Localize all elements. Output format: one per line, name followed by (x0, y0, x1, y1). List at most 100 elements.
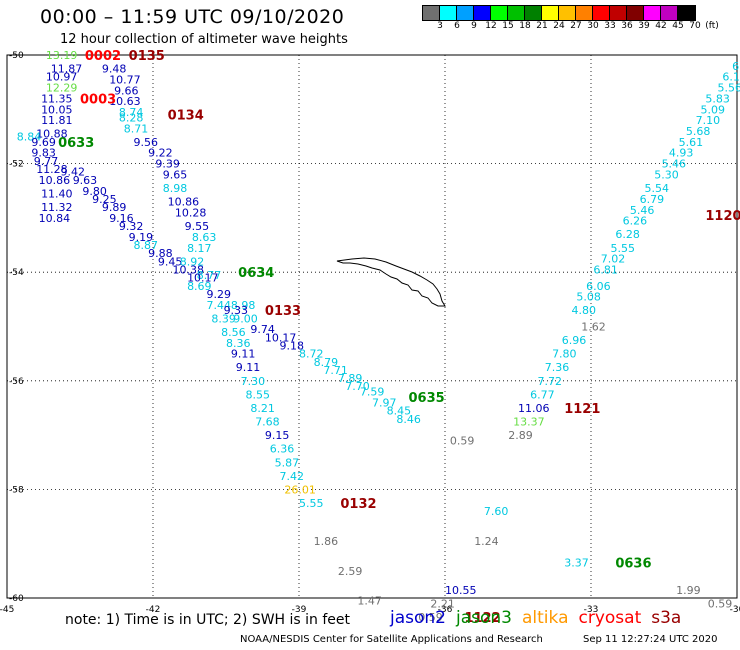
wave-height-value: 10.38 (172, 263, 204, 276)
wave-height-value: 1.62 (581, 321, 606, 334)
pass-time-label: 1122 (464, 611, 500, 626)
wave-height-value: 9.89 (102, 201, 127, 214)
wave-height-value: 4.80 (572, 304, 597, 317)
wave-height-value: 11.32 (41, 201, 73, 214)
lat-lon-grid (6, 54, 738, 599)
color-scale-bar (422, 5, 696, 21)
legend-item-altika: altika (522, 608, 569, 628)
wave-height-value: 11.06 (518, 402, 550, 415)
pass-time-label: 0134 (168, 109, 204, 124)
color-scale-cell (559, 6, 576, 20)
wave-height-value: 5.46 (662, 158, 687, 171)
wave-height-value: 5.09 (701, 103, 726, 116)
wave-height-value: 6.28 (615, 228, 640, 241)
wave-height-value: 7.89 (338, 372, 363, 385)
wave-height-value: 9.66 (114, 84, 139, 97)
wave-height-value: 9.32 (119, 220, 144, 233)
pass-time-label: 0002 (85, 49, 121, 64)
lon-tick-label: -39 (292, 605, 307, 615)
wave-height-value: 10.28 (175, 206, 207, 219)
wave-height-value: 10.05 (41, 103, 73, 116)
color-scale-cell (491, 6, 508, 20)
color-scale-cell (661, 6, 678, 20)
pass-time-label: 0634 (238, 266, 274, 281)
lon-tick-label: -42 (146, 605, 161, 615)
wave-height-value: 5.30 (654, 168, 679, 181)
color-scale-cell (508, 6, 525, 20)
wave-height-value: 7.02 (601, 253, 626, 266)
color-scale-label: 15 (502, 21, 514, 31)
credit-text: NOAA/NESDIS Center for Satellite Applica… (240, 634, 543, 645)
wave-height-value: 8.71 (124, 122, 149, 135)
wave-height-value: 10.86 (39, 174, 70, 187)
wave-height-value: 7.36 (545, 361, 570, 374)
color-scale-label: 3 (437, 21, 443, 31)
wave-height-value: 13.19 (46, 49, 78, 62)
pass-time-labels: 0002 0135 0003 0134 0633 0634 0133 0635 0132 1120… (58, 49, 740, 626)
wave-height-value: 8.77 (197, 269, 222, 282)
pass-time-label: 1121 (564, 402, 600, 417)
wave-height-value: 6.1 (722, 71, 740, 84)
wave-height-value: 7.68 (255, 416, 280, 429)
wave-height-value: 9.56 (134, 136, 159, 149)
wave-height-value: 5.55 (299, 497, 324, 510)
wave-height-value: 8.28 (119, 111, 144, 124)
wave-height-value: 2.59 (338, 565, 363, 578)
wave-height-value: 9.22 (148, 147, 173, 160)
pass-time-label: 0132 (340, 497, 376, 512)
wave-height-value: 9.69 (31, 136, 56, 149)
color-scale-label: 33 (604, 21, 616, 31)
wave-height-value: 7.42 (280, 470, 305, 483)
pass-time-label: 0635 (409, 391, 445, 406)
lon-tick-label: -45 (0, 605, 14, 615)
wave-height-value: 5.83 (705, 92, 730, 105)
wave-height-value: 9.33 (224, 304, 249, 317)
wave-height-value: 6.96 (562, 334, 587, 347)
wave-height-value: 9.74 (250, 323, 274, 336)
wave-height-value: 7.70 (345, 380, 370, 393)
wave-height-value: 3.37 (564, 557, 589, 570)
wave-height-value: 10.17 (187, 272, 219, 285)
wave-height-value: 7.97 (372, 397, 397, 410)
wave-height-value: 6.81 (593, 263, 618, 276)
color-scale-label: 24 (553, 21, 565, 31)
south-georgia-island (336, 257, 446, 307)
wave-height-value: 10.63 (109, 95, 141, 108)
wave-height-value: 7.44 (207, 299, 232, 312)
wave-height-value: 5.87 (275, 456, 300, 469)
lat-tick-label: -58 (9, 485, 24, 495)
wave-height-value: 9.25 (92, 193, 117, 206)
wave-height-value: 5.68 (686, 125, 711, 138)
wave-height-value: 10.77 (109, 73, 141, 86)
wave-height-value: 7.71 (323, 364, 348, 377)
wave-height-value: 9.63 (73, 174, 98, 187)
wave-height-value: 7.72 (537, 375, 562, 388)
wave-height-value: 0.59 (450, 435, 475, 448)
wave-height-value: 5.56 (718, 82, 740, 95)
pass-time-label: 0135 (129, 49, 165, 64)
lat-tick-label: -54 (9, 268, 24, 278)
wave-height-value: 5.54 (645, 182, 670, 195)
wave-height-value: 4.93 (669, 147, 694, 160)
color-scale-label: 45 (672, 21, 684, 31)
legend-item-jason3: jason3 (456, 608, 512, 628)
wave-height-value: 9.45 (158, 255, 183, 268)
wave-height-value: 8.74 (119, 106, 144, 119)
wave-height-value: 9.77 (34, 155, 59, 168)
color-scale-cell (474, 6, 491, 20)
color-scale-label: 18 (519, 21, 531, 31)
wave-height-value: 0.59 (418, 611, 443, 624)
footnote: note: 1) Time is in UTC; 2) SWH is in fe… (65, 612, 351, 628)
lon-tick-label: -36 (438, 605, 453, 615)
color-scale-cell (678, 6, 695, 20)
wave-height-value: 6.79 (640, 193, 665, 206)
wave-height-value: 9.88 (148, 247, 173, 260)
color-scale-label: (ft) (705, 21, 719, 31)
lat-tick-label: -52 (9, 160, 24, 170)
satellite-legend: jason2 jason3 altika cryosat s3a (390, 608, 691, 628)
wave-height-value: 9.80 (82, 185, 107, 198)
color-scale-label: 70 (689, 21, 701, 31)
wave-height-value: 9.11 (236, 361, 261, 374)
wave-height-value: 10.84 (39, 212, 70, 225)
